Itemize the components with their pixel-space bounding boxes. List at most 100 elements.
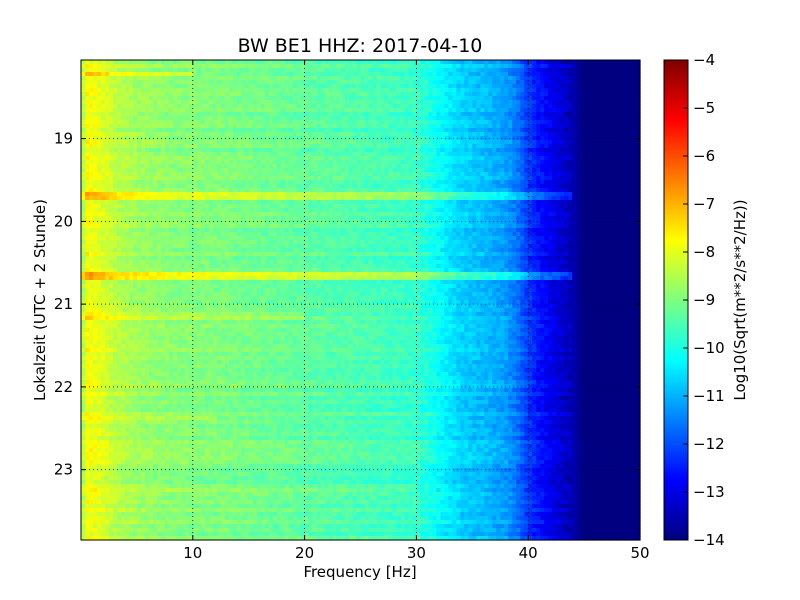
heatmap-cell <box>504 164 509 169</box>
heatmap-cell <box>232 200 238 205</box>
heatmap-cell <box>352 184 358 189</box>
heatmap-cell <box>392 116 398 121</box>
heatmap-cell <box>132 96 138 101</box>
heatmap-cell <box>120 60 126 65</box>
heatmap-cell <box>388 160 394 165</box>
heatmap-cell <box>296 192 302 197</box>
heatmap-cell <box>612 164 617 169</box>
heatmap-cell <box>164 132 170 137</box>
heatmap-cell <box>88 144 94 149</box>
heatmap-cell <box>224 124 230 129</box>
heatmap-cell <box>336 124 342 129</box>
heatmap-cell <box>516 72 521 77</box>
heatmap-cell <box>220 168 226 173</box>
heatmap-cell <box>116 128 122 133</box>
heatmap-cell <box>636 160 641 165</box>
heatmap-cell <box>412 188 417 193</box>
heatmap-cell <box>176 128 182 133</box>
heatmap-cell <box>172 128 178 133</box>
heatmap-cell <box>636 108 641 113</box>
heatmap-cell <box>456 68 461 73</box>
heatmap-cell <box>204 96 210 101</box>
heatmap-cell <box>84 112 90 117</box>
heatmap-cell <box>532 184 537 189</box>
heatmap-cell <box>164 112 170 117</box>
heatmap-cell <box>204 184 210 189</box>
heatmap-cell <box>300 128 306 133</box>
heatmap-cell <box>208 184 214 189</box>
heatmap-cell <box>608 96 613 101</box>
heatmap-cell <box>488 96 493 101</box>
heatmap-cell <box>516 84 521 89</box>
heatmap-cell <box>408 120 413 125</box>
heatmap-cell <box>176 188 182 193</box>
heatmap-cell <box>624 168 629 173</box>
heatmap-cell <box>116 148 122 153</box>
heatmap-cell <box>636 128 641 133</box>
heatmap-cell <box>572 140 577 145</box>
heatmap-cell <box>132 192 138 197</box>
heatmap-cell <box>584 116 589 121</box>
heatmap-cell <box>604 124 609 129</box>
heatmap-cell <box>308 72 314 77</box>
heatmap-cell <box>160 84 166 89</box>
heatmap-cell <box>404 140 410 145</box>
heatmap-cell <box>516 148 521 153</box>
heatmap-cell <box>108 188 114 193</box>
heatmap-cell <box>208 172 214 177</box>
heatmap-cell <box>444 152 449 157</box>
heatmap-cell <box>284 100 290 105</box>
heatmap-cell <box>596 68 601 73</box>
heatmap-cell <box>484 152 489 157</box>
heatmap-cell <box>604 112 609 117</box>
heatmap-cell <box>260 152 266 157</box>
heatmap-cell <box>496 152 501 157</box>
heatmap-cell <box>380 64 386 69</box>
heatmap-cell <box>208 120 214 125</box>
heatmap-cell <box>380 156 386 161</box>
heatmap-cell <box>84 152 90 157</box>
heatmap-cell <box>384 84 390 89</box>
heatmap-cell <box>412 184 417 189</box>
heatmap-cell <box>632 96 637 101</box>
heatmap-cell <box>600 168 605 173</box>
heatmap-cell <box>612 136 617 141</box>
heatmap-cell <box>524 160 529 165</box>
heatmap-cell <box>244 156 250 161</box>
heatmap-cell <box>524 112 529 117</box>
heatmap-cell <box>412 112 417 117</box>
heatmap-cell <box>164 84 170 89</box>
heatmap-cell <box>552 168 557 173</box>
heatmap-cell <box>360 128 366 133</box>
heatmap-cell <box>204 72 210 77</box>
heatmap-cell <box>512 92 517 97</box>
heatmap-cell <box>300 104 306 109</box>
heatmap-cell <box>628 128 633 133</box>
heatmap-cell <box>132 80 138 85</box>
heatmap-cell <box>456 160 461 165</box>
heatmap-cell <box>444 108 449 113</box>
heatmap-cell <box>396 116 402 121</box>
heatmap-cell <box>624 116 629 121</box>
heatmap-cell <box>260 92 266 97</box>
heatmap-cell <box>252 104 258 109</box>
heatmap-cell <box>420 168 425 173</box>
heatmap-cell <box>448 196 453 201</box>
heatmap-cell <box>256 104 262 109</box>
heatmap-cell <box>192 104 198 109</box>
heatmap-cell <box>476 160 481 165</box>
heatmap-cell <box>264 72 270 77</box>
heatmap-cell <box>168 144 174 149</box>
heatmap-cell <box>172 188 178 193</box>
heatmap-cell <box>296 80 302 85</box>
heatmap-cell <box>320 140 326 145</box>
heatmap-cell <box>244 184 250 189</box>
heatmap-cell <box>420 152 425 157</box>
heatmap-cell <box>124 116 130 121</box>
heatmap-cell <box>448 152 453 157</box>
heatmap-cell <box>452 132 457 137</box>
heatmap-cell <box>188 108 194 113</box>
heatmap-cell <box>288 104 294 109</box>
heatmap-cell <box>252 188 258 193</box>
heatmap-cell <box>428 172 433 177</box>
